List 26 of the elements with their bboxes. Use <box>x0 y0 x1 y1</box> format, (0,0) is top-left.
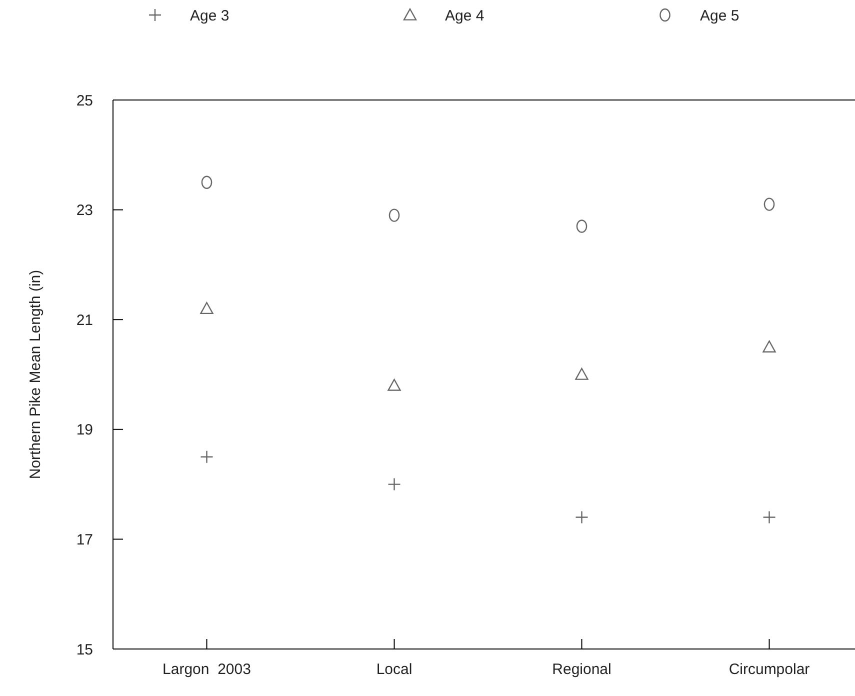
point <box>576 220 588 233</box>
point <box>388 478 401 491</box>
point <box>388 208 400 222</box>
y-tick-label: 19 <box>76 422 93 439</box>
point <box>388 378 401 391</box>
legend-label: Age 4 <box>445 7 484 24</box>
point <box>762 510 776 524</box>
point <box>200 450 214 464</box>
legend-label: Age 5 <box>700 7 740 24</box>
y-tick-label: 17 <box>76 531 93 548</box>
legend-label: Age 3 <box>190 7 230 24</box>
point <box>764 198 775 211</box>
y-axis-title: Northern Pike Mean Length (in) <box>27 270 44 480</box>
x-tick-label: Circumpolar <box>728 661 810 678</box>
x-tick-label: Largon 2003 <box>162 661 251 678</box>
y-tick-label: 23 <box>76 202 93 220</box>
point <box>200 302 214 314</box>
point <box>575 368 588 380</box>
point <box>575 510 588 524</box>
point <box>762 340 776 352</box>
y-tick-label: 25 <box>76 92 93 110</box>
x-tick-label: Regional <box>552 661 612 678</box>
x-tick-label: Local <box>376 661 412 678</box>
y-tick-label: 15 <box>76 641 93 658</box>
y-tick-label: 21 <box>76 312 93 329</box>
point <box>201 176 212 189</box>
